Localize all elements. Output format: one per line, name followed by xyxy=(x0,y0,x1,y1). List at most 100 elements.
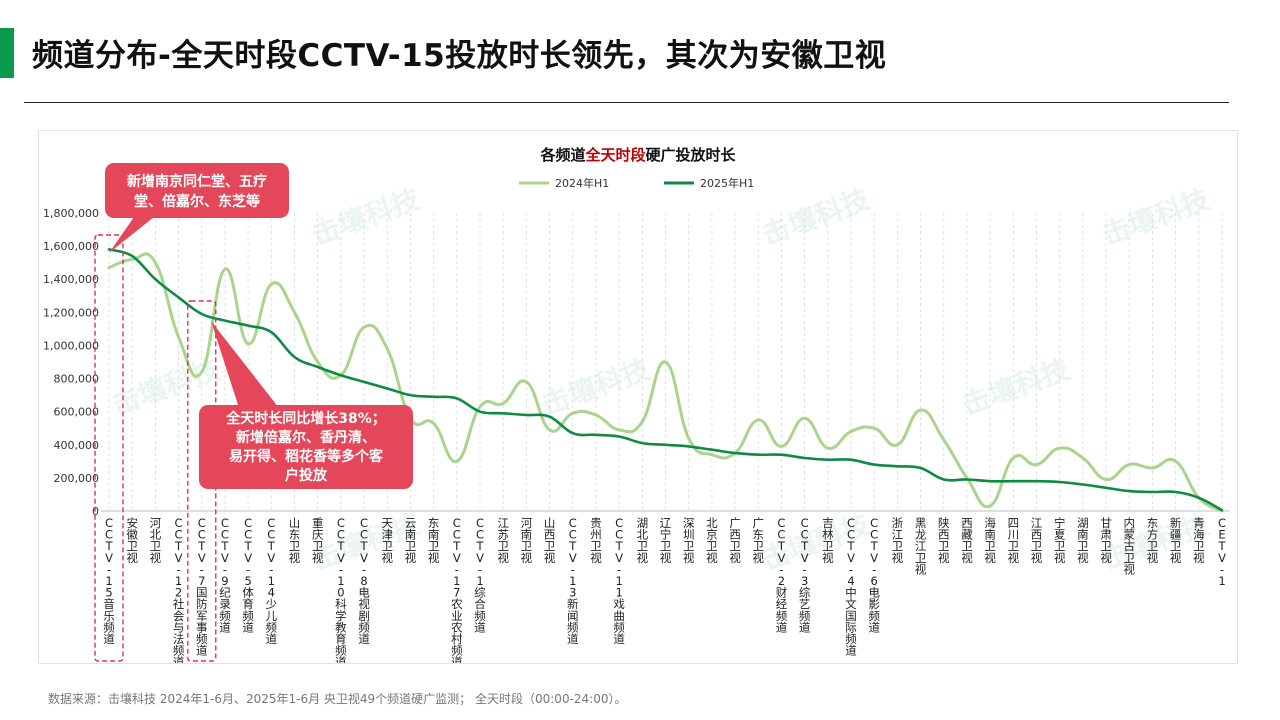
x-tick-char: C xyxy=(221,528,229,542)
x-tick-label: 天津卫视 xyxy=(382,516,394,565)
x-tick-char: C xyxy=(267,516,275,530)
x-tick-char: 5 xyxy=(105,586,112,600)
x-tick-char: 视 xyxy=(590,551,602,565)
x-tick-label: 青海卫视 xyxy=(1193,516,1205,565)
x-tick-char: 方 xyxy=(1147,528,1159,542)
x-tick-char: 2 xyxy=(778,574,785,588)
x-tick-char: 湖 xyxy=(637,516,649,530)
x-tick-char: 道 xyxy=(451,655,463,663)
x-tick-char: T xyxy=(220,539,229,553)
x-tick-char: 四 xyxy=(1008,516,1020,530)
x-tick-char: T xyxy=(197,539,206,553)
title-accent-bar xyxy=(0,28,14,78)
x-tick-char: V xyxy=(778,551,786,565)
x-tick-char: 视 xyxy=(428,551,440,565)
x-tick-char: 综 xyxy=(474,586,486,600)
x-tick-char: 道 xyxy=(196,644,208,658)
highlight-box-cctv15 xyxy=(94,234,124,662)
x-tick-label: 内蒙古卫视 xyxy=(1124,516,1136,576)
x-tick-char: - xyxy=(478,562,482,576)
x-tick-char: 视 xyxy=(637,551,649,565)
x-tick-label: 湖北卫视 xyxy=(637,516,649,565)
x-tick-char: 卫 xyxy=(1077,539,1089,553)
callout-text-line: 易开得、稻花香等多个客 xyxy=(229,448,384,465)
x-tick-char: 内 xyxy=(1124,516,1136,530)
x-tick-char: 道 xyxy=(173,655,185,663)
x-tick-char: 卫 xyxy=(497,539,509,553)
x-tick-char: 卫 xyxy=(289,539,301,553)
x-tick-char: - xyxy=(849,562,853,576)
x-tick-char: 视 xyxy=(938,551,950,565)
title-divider xyxy=(24,102,1229,103)
x-tick-char: 卫 xyxy=(544,539,556,553)
x-tick-label: 山东卫视 xyxy=(289,516,301,565)
x-tick-char: 村 xyxy=(451,632,463,646)
x-tick-char: 音 xyxy=(103,597,115,611)
x-tick-char: 频 xyxy=(868,609,880,623)
x-tick-label: 山西卫视 xyxy=(544,516,556,565)
x-tick-char: 贵 xyxy=(590,516,602,530)
x-tick-char: 视 xyxy=(1031,551,1043,565)
x-tick-char: 卫 xyxy=(984,539,996,553)
x-tick-char: 道 xyxy=(613,632,625,646)
x-tick-char: C xyxy=(870,528,878,542)
x-tick-char: 电 xyxy=(358,586,370,600)
x-tick-char: 东 xyxy=(289,528,301,542)
x-tick-char: - xyxy=(176,562,180,576)
x-tick-char: 视 xyxy=(892,551,904,565)
x-tick-char: 徽 xyxy=(126,528,138,542)
x-tick-label: C C T V -7 国防军事频道 xyxy=(196,516,208,658)
x-tick-char: 南 xyxy=(521,528,533,542)
x-tick-char: 广 xyxy=(753,516,765,530)
x-tick-char: 5 xyxy=(244,574,251,588)
x-tick-char: 视 xyxy=(521,551,533,565)
x-tick-char: 州 xyxy=(590,528,602,542)
x-tick-char: 东 xyxy=(428,516,440,530)
x-tick-char: C xyxy=(198,516,206,530)
x-tick-char: 北 xyxy=(637,528,649,542)
x-tick-char: 6 xyxy=(871,574,878,588)
x-tick-char: 1 xyxy=(569,574,576,588)
x-tick-char: 视 xyxy=(753,551,765,565)
x-tick-char: 卫 xyxy=(1147,539,1159,553)
x-tick-char: 道 xyxy=(242,620,254,634)
x-tick-char: 道 xyxy=(868,620,880,634)
x-tick-char: 学 xyxy=(335,609,347,623)
x-tick-char: 江 xyxy=(915,539,927,553)
x-tick-char: 视 xyxy=(683,551,695,565)
x-tick-label: 重庆卫视 xyxy=(312,516,324,565)
x-tick-label: C C T V -3 综艺频道 xyxy=(799,516,811,634)
x-tick-char: V xyxy=(453,551,461,565)
x-tick-char: T xyxy=(615,539,624,553)
x-tick-label: 深圳卫视 xyxy=(683,516,695,565)
x-tick-char: 苏 xyxy=(497,528,509,542)
x-tick-label: 甘肃卫视 xyxy=(1100,516,1112,565)
x-tick-char: V xyxy=(337,551,345,565)
x-tick-char: 军 xyxy=(196,609,208,623)
x-tick-label: C C T V -1 5 音乐频道 xyxy=(103,516,115,646)
x-tick-char: 古 xyxy=(1124,539,1136,553)
x-tick-char: 道 xyxy=(103,632,115,646)
x-tick-char: 庆 xyxy=(312,528,324,542)
x-tick-char: T xyxy=(800,539,809,553)
x-tick-char: 视 xyxy=(289,551,301,565)
x-tick-char: 深 xyxy=(683,516,695,530)
x-tick-char: 频 xyxy=(358,620,370,634)
x-tick-char: C xyxy=(267,528,275,542)
x-tick-char: 甘 xyxy=(1100,516,1112,530)
x-tick-char: 卫 xyxy=(382,539,394,553)
x-tick-label: 安徽卫视 xyxy=(126,516,138,565)
callout-pointer xyxy=(109,217,154,253)
x-tick-char: V xyxy=(476,551,484,565)
x-tick-char: 道 xyxy=(266,632,278,646)
x-tick-char: 卫 xyxy=(892,539,904,553)
x-tick-char: 宁 xyxy=(660,528,672,542)
x-tick-char: 3 xyxy=(569,586,576,600)
x-tick-char: 卫 xyxy=(1100,539,1112,553)
x-tick-char: 频 xyxy=(173,644,185,658)
x-tick-char: 曲 xyxy=(613,609,625,623)
page-title: 频道分布-全天时段CCTV-15投放时长领先，其次为安徽卫视 xyxy=(32,38,887,74)
x-tick-char: 新 xyxy=(1170,516,1182,530)
x-tick-char: 事 xyxy=(196,620,208,634)
